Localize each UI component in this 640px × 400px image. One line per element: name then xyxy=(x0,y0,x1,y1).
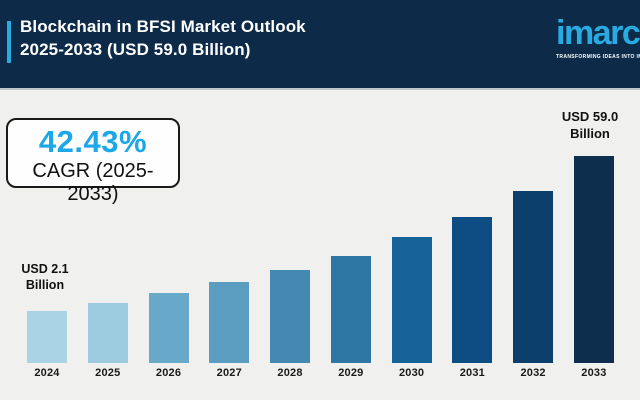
annotation-2033-line2: Billion xyxy=(570,125,610,141)
cagr-value: 42.43% xyxy=(38,124,148,159)
imarc-logo: imarc TRANSFORMING IDEAS INTO IMPACT xyxy=(556,14,640,60)
x-tick-2033: 2033 xyxy=(581,367,607,379)
bar-group-2030: 2030 xyxy=(391,156,432,379)
bar-group-2025: 2025 xyxy=(87,156,128,379)
bar-group-2033: 2033 xyxy=(573,156,614,379)
bar-2033 xyxy=(573,156,614,363)
x-tick-2030: 2030 xyxy=(398,367,425,379)
bar-group-2032: 2032 xyxy=(513,156,554,379)
bar-chart: 2024 2025 2026 2027 2028 2029 2030 2031 2032 2033 xyxy=(27,156,614,379)
x-tick-2032: 2032 xyxy=(520,367,546,379)
bar-group-2028: 2028 xyxy=(270,156,311,379)
annotation-2024-value: USD 2.1 Billion xyxy=(10,261,80,294)
x-tick-2027: 2027 xyxy=(216,367,242,379)
bar-group-2026: 2026 xyxy=(148,156,189,379)
imarc-logo-tagline: TRANSFORMING IDEAS INTO IMPACT xyxy=(556,54,640,60)
x-tick-2024: 2024 xyxy=(34,367,60,379)
bar-2028 xyxy=(270,270,311,363)
bar-2026 xyxy=(148,293,189,363)
annotation-2033-line1: USD 59.0 xyxy=(561,109,619,124)
cagr-box: 42.43% CAGR (2025-2033) xyxy=(6,118,180,205)
annotation-2024-line2: Billion xyxy=(25,278,65,293)
cagr-period-label: CAGR (2025-2033) xyxy=(32,160,154,205)
header: Blockchain in BFSI Market Outlook 2025-2… xyxy=(0,0,640,90)
bar-group-2029: 2029 xyxy=(330,156,371,379)
x-tick-2028: 2028 xyxy=(277,367,303,379)
annotation-2033-value: USD 59.0 Billion xyxy=(555,109,625,143)
bar-group-2024: 2024 xyxy=(27,156,67,379)
bar-group-2031: 2031 xyxy=(452,156,493,379)
bar-group-2027: 2027 xyxy=(209,156,250,379)
page-title-line2: 2025-2033 (USD 59.0 Billion) xyxy=(20,40,251,59)
page-title: Blockchain in BFSI Market Outlook 2025-2… xyxy=(20,15,306,61)
title-accent-bar xyxy=(7,21,11,63)
bar-2025 xyxy=(87,303,128,363)
annotation-2024-line1: USD 2.1 xyxy=(21,262,69,276)
x-tick-2026: 2026 xyxy=(155,367,182,379)
bar-2024 xyxy=(27,311,67,363)
bar-2027 xyxy=(209,282,250,363)
x-tick-2029: 2029 xyxy=(338,367,364,379)
x-tick-2031: 2031 xyxy=(459,367,485,379)
x-tick-2025: 2025 xyxy=(95,367,121,379)
bar-2031 xyxy=(452,217,493,363)
page-title-line1: Blockchain in BFSI Market Outlook xyxy=(20,17,306,36)
imarc-logo-text: imarc xyxy=(556,14,640,52)
bar-2029 xyxy=(330,256,371,363)
bar-2030 xyxy=(391,237,432,363)
bar-2032 xyxy=(513,191,554,363)
